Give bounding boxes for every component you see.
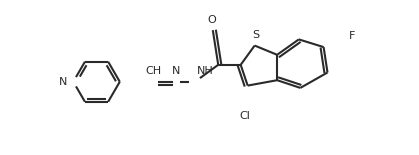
Text: O: O [207,15,216,25]
Text: N: N [172,66,181,76]
Text: S: S [252,30,259,40]
Text: CH: CH [146,66,162,76]
Text: N: N [59,77,67,87]
Text: Cl: Cl [239,111,250,121]
Text: F: F [349,31,355,41]
Text: NH: NH [197,66,213,76]
